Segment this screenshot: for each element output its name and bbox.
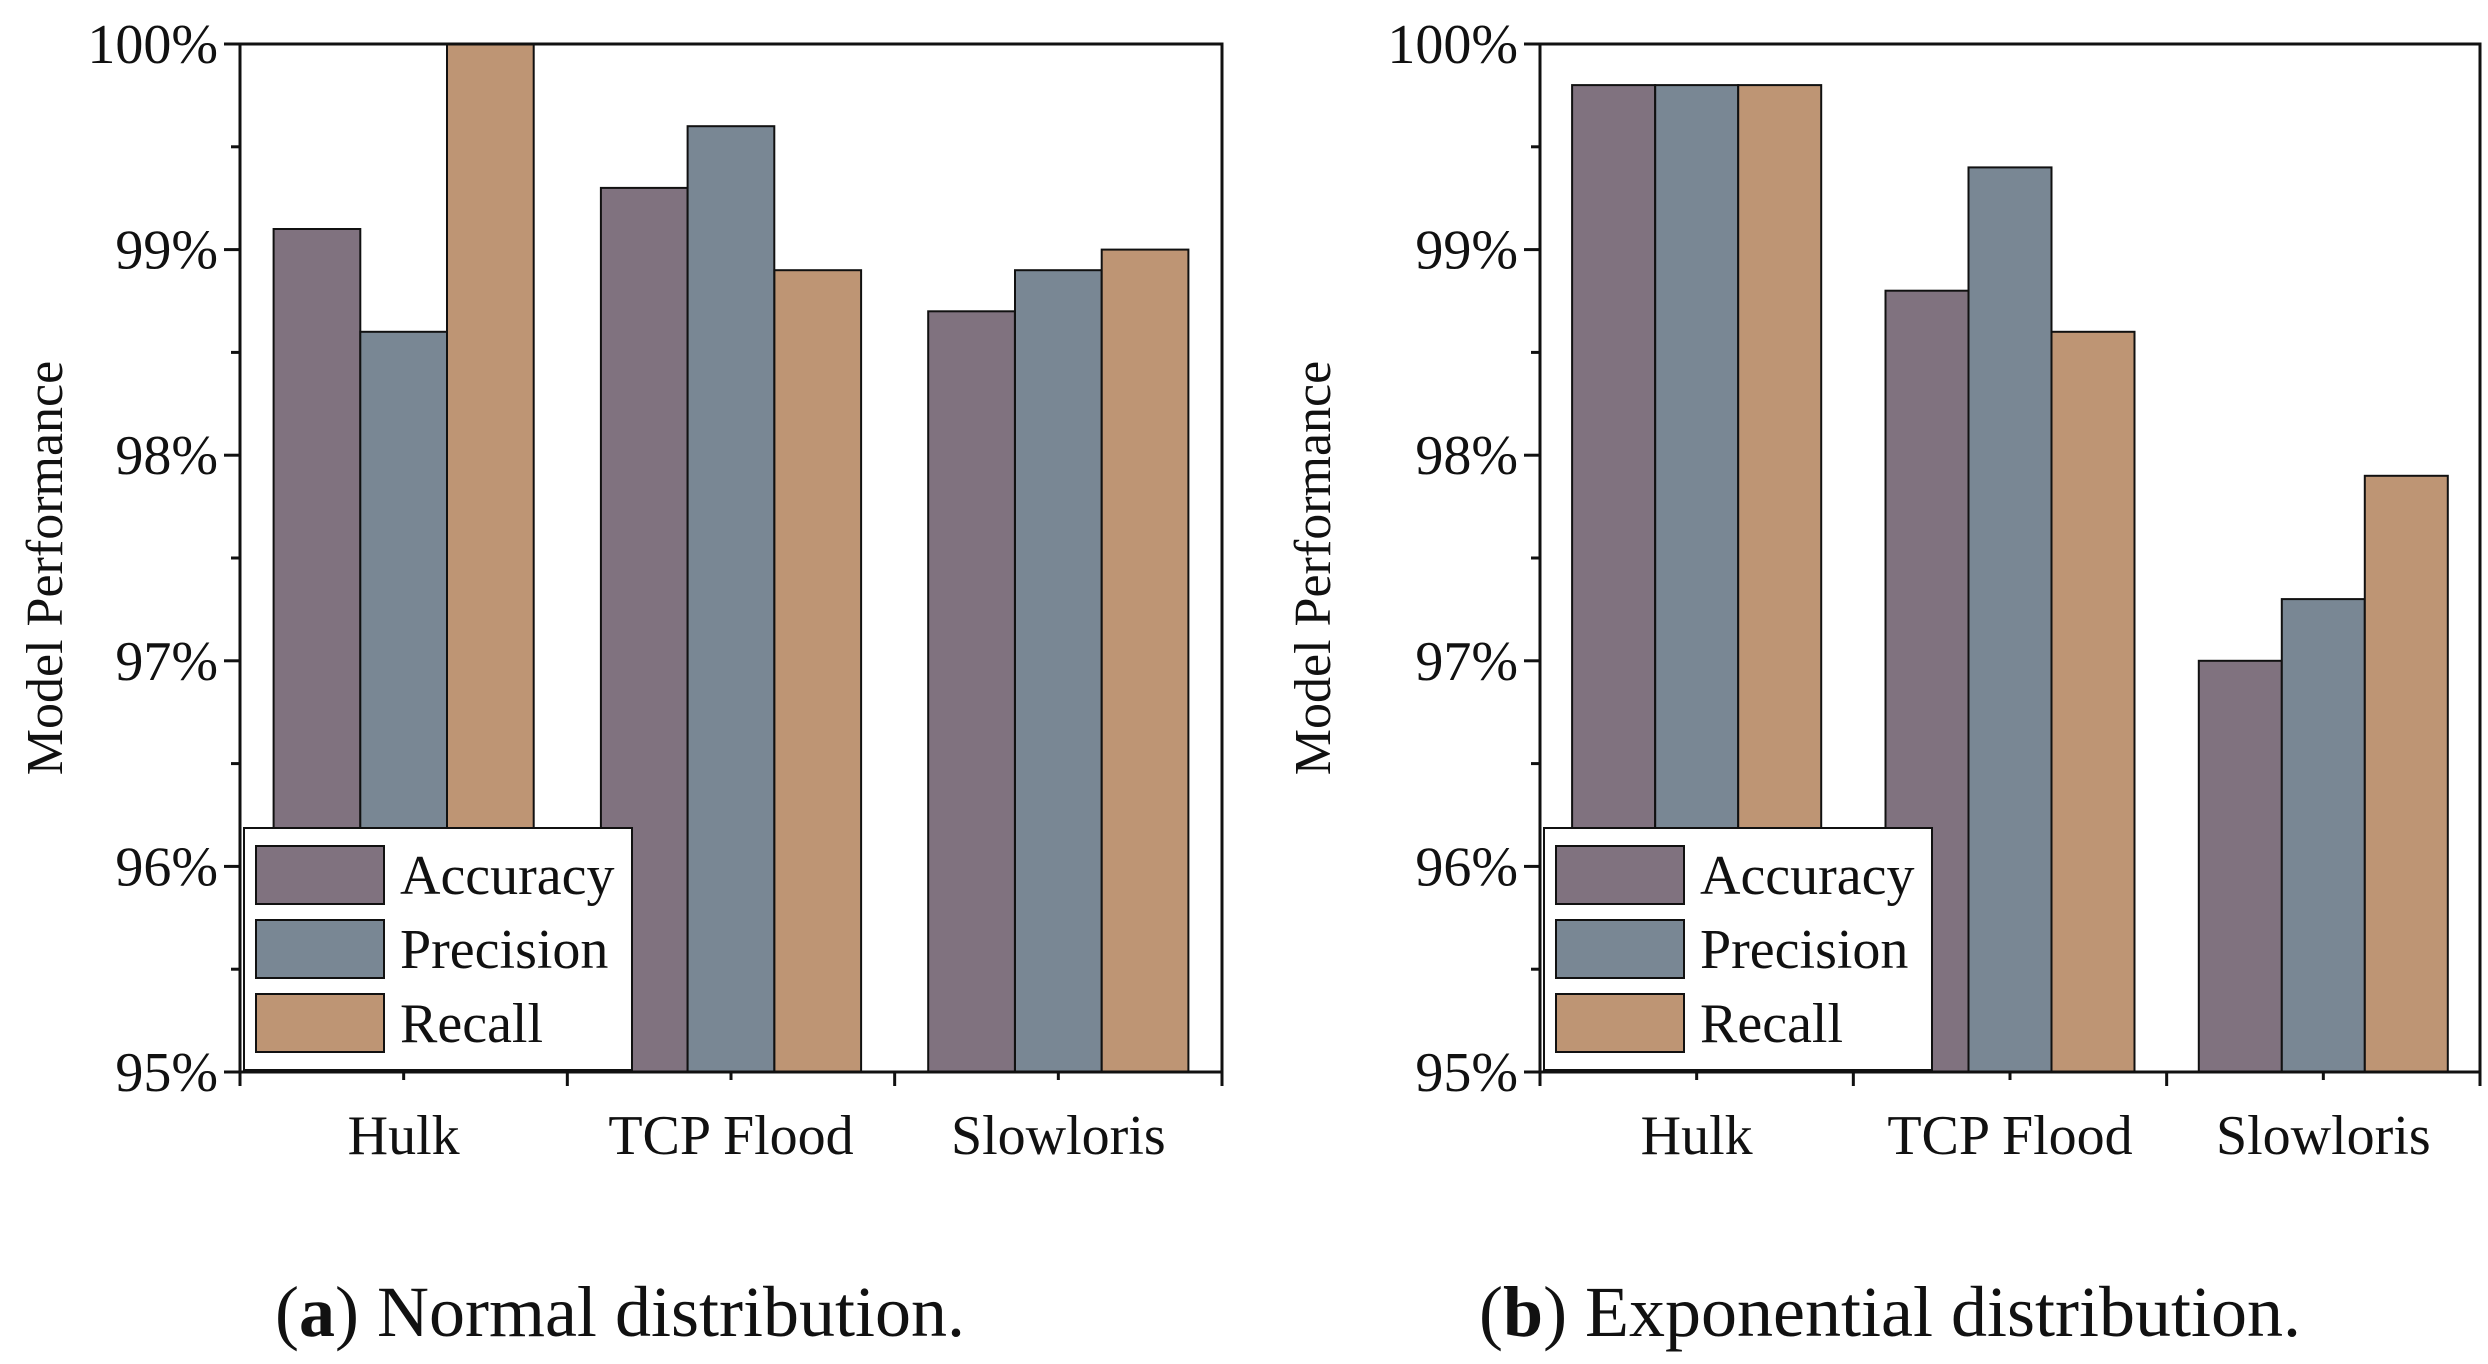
y-axis-label: Model Performance <box>1285 361 1342 775</box>
x-category-label: Hulk <box>1641 1105 1753 1167</box>
y-tick-label: 98% <box>115 425 218 487</box>
figure-caption: (b) Exponential distribution. <box>1479 1272 2301 1352</box>
legend-label-precision: Precision <box>1700 919 1908 981</box>
legend: Accuracy Precision Recall <box>1543 827 1933 1071</box>
bar-accuracy-slowloris <box>927 310 1016 1073</box>
bar-accuracy-slowloris <box>2197 659 2283 1073</box>
caption-close-paren: ) <box>335 1272 377 1352</box>
y-tick-label: 99% <box>115 220 218 282</box>
caption-open-paren: ( <box>1479 1272 1503 1352</box>
legend-swatch-precision <box>255 919 385 979</box>
legend-swatch-recall <box>255 993 385 1053</box>
caption-close-paren: ) <box>1543 1272 1585 1352</box>
y-axis-label: Model Performance <box>17 361 74 775</box>
figure-caption: (a) Normal distribution. <box>275 1272 965 1352</box>
x-category-label: Slowloris <box>951 1105 1166 1167</box>
x-category-label: Hulk <box>348 1105 460 1167</box>
legend-label-recall: Recall <box>400 993 543 1055</box>
y-tick-label: 96% <box>1415 836 1518 898</box>
bar-recall-tcp-flood <box>773 269 863 1073</box>
legend: Accuracy Precision Recall <box>243 827 633 1071</box>
x-category-label: TCP Flood <box>608 1105 853 1167</box>
legend-label-accuracy: Accuracy <box>1700 845 1915 907</box>
y-tick-label: 95% <box>1415 1042 1518 1104</box>
caption-tag: b <box>1503 1272 1543 1352</box>
bar-recall-slowloris <box>1100 248 1190 1074</box>
caption-text: Exponential distribution. <box>1585 1272 2301 1352</box>
y-tick-label: 99% <box>1415 220 1518 282</box>
legend-swatch-recall <box>1555 993 1685 1053</box>
caption-text: Normal distribution. <box>377 1272 965 1352</box>
y-tick-label: 100% <box>87 14 218 76</box>
bar-recall-slowloris <box>2363 474 2449 1073</box>
x-category-label: TCP Flood <box>1887 1105 2132 1167</box>
caption-tag: a <box>299 1272 335 1352</box>
bar-precision-slowloris <box>1014 269 1103 1073</box>
legend-label-accuracy: Accuracy <box>400 845 615 907</box>
chart-panel-a: 95% 96% 97% 98% 99% 100% Hulk TCP Flood Slowlori… <box>17 14 1224 1352</box>
x-category-label: Slowloris <box>2216 1105 2431 1167</box>
y-tick-label: 96% <box>115 836 218 898</box>
bar-precision-tcp-flood <box>686 125 776 1073</box>
y-tick-label: 95% <box>115 1042 218 1104</box>
bar-recall-tcp-flood <box>2050 330 2136 1073</box>
legend-swatch-precision <box>1555 919 1685 979</box>
y-tick-label: 100% <box>1387 14 1518 76</box>
y-tick-label: 98% <box>1415 425 1518 487</box>
legend-swatch-accuracy <box>255 845 385 905</box>
y-tick-label: 97% <box>115 631 218 693</box>
caption-open-paren: ( <box>275 1272 299 1352</box>
chart-panel-b: 95% 96% 97% 98% 99% 100% Hulk TCP Flood Slowlori… <box>1285 14 2482 1352</box>
legend-label-recall: Recall <box>1700 993 1843 1055</box>
bar-precision-slowloris <box>2280 598 2366 1073</box>
legend-swatch-accuracy <box>1555 845 1685 905</box>
bar-precision-tcp-flood <box>1967 166 2053 1073</box>
legend-label-precision: Precision <box>400 919 608 981</box>
y-tick-label: 97% <box>1415 631 1518 693</box>
